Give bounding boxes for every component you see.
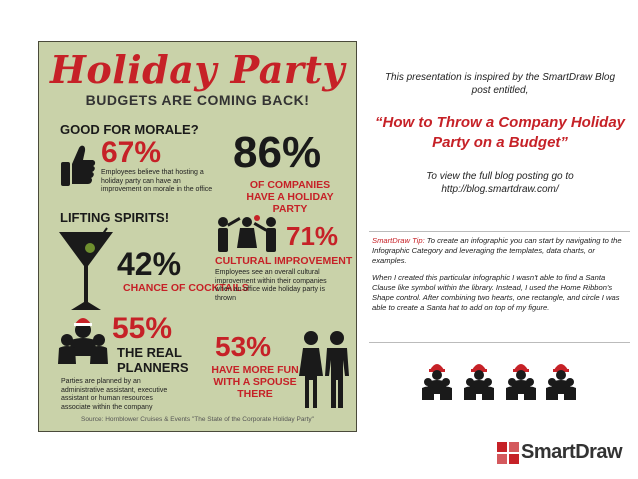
companies-label: OF COMPANIES HAVE A HOLIDAY PARTY: [246, 179, 334, 215]
blog-link-text: To view the full blog posting go to http…: [426, 171, 574, 195]
santa-hat-group-icon: [58, 318, 108, 364]
cocktails-label: CHANCE OF COCKTAILS: [123, 282, 249, 294]
spirits-heading: LIFTING SPIRITS!: [60, 210, 170, 225]
planners-label: THE REAL PLANNERS: [117, 345, 189, 375]
spouse-percent: 53%: [215, 331, 272, 362]
blog-title-quote: “How to Throw a Company Holiday Party on…: [375, 114, 626, 151]
santa-figures-icon: [422, 364, 576, 400]
spouse-label: HAVE MORE FUN WITH A SPOUSE THERE: [211, 364, 299, 400]
cultural-percent: 71%: [286, 221, 339, 251]
cocktails-percent: 42%: [117, 246, 182, 282]
tip-paragraph-1: SmartDraw Tip: To create an infographic …: [372, 236, 627, 266]
infographic-subtitle: BUDGETS ARE COMING BACK!: [85, 92, 310, 108]
martini-glass-icon: [59, 227, 113, 310]
morale-description: Employees believe that hosting a holiday…: [101, 169, 213, 193]
smartdraw-tip-box: SmartDraw Tip: To create an infographic …: [369, 231, 630, 343]
thumbs-up-icon: [61, 145, 96, 186]
people-cheering-icon: [218, 215, 276, 252]
planners-percent: 55%: [112, 312, 173, 345]
cultural-label: CULTURAL IMPROVEMENT: [215, 255, 353, 267]
companies-percent: 86%: [233, 128, 322, 177]
planners-description: Parties are planned by an administrative…: [61, 378, 168, 411]
logo-mark-icon: [497, 442, 519, 464]
morale-heading: GOOD FOR MORALE?: [60, 122, 199, 137]
morale-percent: 67%: [101, 136, 162, 169]
logo-text: SmartDraw: [521, 441, 623, 463]
intro-text: This presentation is inspired by the Sma…: [384, 72, 616, 96]
infographic-title: Holiday Party: [50, 47, 345, 92]
tip-paragraph-2: When I created this particular infograph…: [372, 273, 620, 312]
source-note: Source: Hornblower Cruises & Events "The…: [81, 416, 314, 423]
infographic-panel: Holiday Party BUDGETS ARE COMING BACK! G…: [38, 41, 357, 432]
smartdraw-logo: SmartDraw: [497, 440, 627, 466]
couple-icon: [299, 331, 349, 408]
cultural-description: Employees see an overall cultural improv…: [215, 269, 327, 302]
tip-label: SmartDraw Tip:: [372, 236, 425, 245]
tip-text: To create an infographic you can start b…: [372, 236, 622, 265]
